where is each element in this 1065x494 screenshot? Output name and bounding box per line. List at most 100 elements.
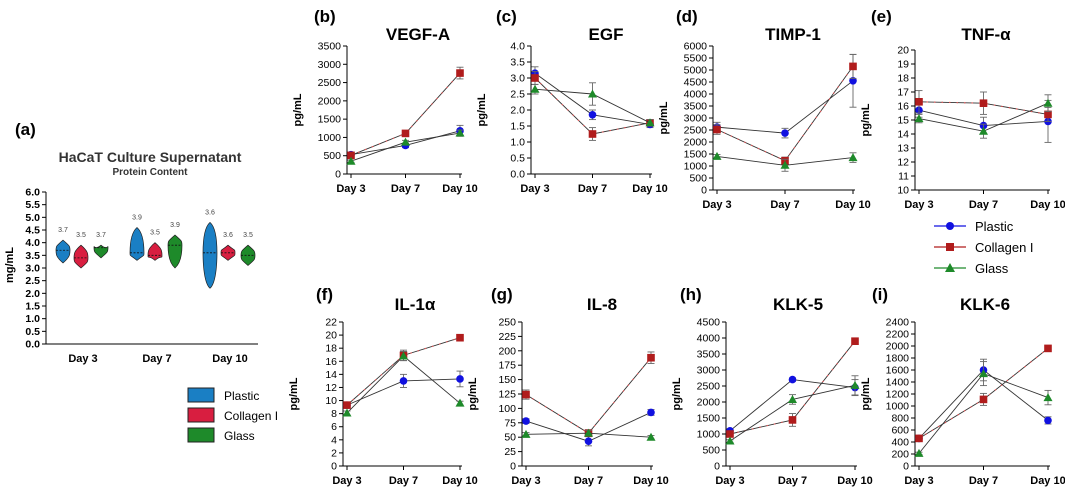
- trend-overlay-g: [525, 357, 652, 434]
- point-plastic-f: [456, 375, 464, 383]
- y-tick-label-d: 3000: [684, 113, 708, 125]
- legend-right-label-glass: Glass: [975, 261, 1009, 276]
- y-tick-label-a: 5.0: [25, 212, 40, 224]
- violin-plastic: [202, 221, 218, 289]
- y-tick-label-i: 600: [891, 425, 909, 437]
- point-plastic-d: [849, 77, 857, 85]
- point-collagen-i: [979, 395, 988, 404]
- y-tick-label-f: 10: [325, 395, 337, 407]
- violin-value-label-collagen: 3.5: [76, 232, 86, 239]
- y-tick-label-g: 225: [498, 331, 516, 343]
- x-tick-label-d: Day 10: [835, 199, 870, 211]
- y-tick-label-c: 4.0: [510, 41, 525, 53]
- panel-label-e: (e): [871, 7, 892, 26]
- x-tick-label-i: Day 7: [969, 475, 998, 487]
- violin-collagen: [147, 242, 163, 261]
- y-tick-label-e: 13: [897, 143, 909, 155]
- y-tick-label-f: 0: [331, 461, 337, 473]
- y-tick-label-b: 2500: [318, 77, 342, 89]
- chart-subtitle-a: Protein Content: [113, 167, 189, 178]
- y-tick-label-h: 4000: [697, 333, 721, 345]
- legend-right: Plastic Collagen I Glass: [934, 219, 1034, 276]
- x-tick-label-e: Day 10: [1030, 199, 1065, 211]
- y-tick-label-a: 0.5: [25, 326, 40, 338]
- point-plastic-i: [1044, 416, 1052, 425]
- point-collagen-e: [979, 99, 988, 107]
- x-tick-label-f: Day 10: [442, 475, 477, 487]
- violin-value-label-glass: 3.9: [170, 222, 180, 229]
- y-axis-label-i: pg/mL: [860, 377, 872, 410]
- y-tick-label-b: 3000: [318, 59, 342, 71]
- x-tick-label-b: Day 3: [336, 183, 365, 195]
- y-tick-label-i: 1000: [886, 401, 910, 413]
- y-tick-label-h: 0: [714, 461, 720, 473]
- y-tick-label-h: 3500: [697, 349, 721, 361]
- y-tick-label-e: 10: [897, 185, 909, 197]
- y-tick-label-a: 6.0: [25, 187, 40, 199]
- point-glass-g: [584, 428, 593, 437]
- legend-label-glass: Glass: [224, 429, 255, 443]
- point-collagen-c: [531, 74, 539, 82]
- violin-glass: [93, 244, 109, 259]
- point-collagen-b: [456, 69, 464, 77]
- x-tick-label-b: Day 7: [391, 183, 420, 195]
- y-tick-label-f: 20: [325, 330, 337, 342]
- point-collagen-b: [347, 151, 355, 160]
- y-tick-label-g: 75: [504, 417, 516, 429]
- point-glass-c: [530, 84, 540, 93]
- y-tick-label-g: 0: [510, 461, 516, 473]
- point-glass-f: [455, 398, 465, 407]
- y-tick-label-d: 6000: [684, 41, 708, 53]
- y-tick-label-i: 200: [891, 449, 909, 461]
- y-axis-label-d: pg/mL: [658, 101, 670, 134]
- panel-label-i: (i): [872, 285, 888, 304]
- y-tick-label-g: 250: [498, 317, 516, 329]
- y-tick-label-i: 2000: [886, 341, 910, 353]
- y-tick-label-a: 3.5: [25, 250, 40, 262]
- y-tick-label-h: 1000: [697, 429, 721, 441]
- x-tick-label-c: Day 10: [632, 183, 667, 195]
- y-tick-label-f: 4: [331, 434, 337, 446]
- y-tick-label-c: 3.0: [510, 73, 525, 85]
- y-axis-label-c: pg/mL: [476, 93, 488, 126]
- point-plastic-f: [399, 377, 408, 385]
- point-glass-g: [521, 429, 531, 438]
- x-tick-label-i: Day 10: [1030, 475, 1065, 487]
- point-glass-b: [455, 128, 465, 137]
- point-glass-e: [979, 126, 988, 135]
- y-tick-label-g: 25: [504, 446, 516, 458]
- y-tick-label-h: 1500: [697, 413, 721, 425]
- y-tick-label-d: 1500: [684, 149, 708, 161]
- point-collagen-h: [788, 416, 797, 424]
- y-tick-label-h: 4500: [697, 317, 721, 329]
- panel-label-d: (d): [676, 7, 698, 26]
- point-glass-i: [914, 448, 924, 457]
- y-tick-label-c: 1.5: [510, 121, 525, 133]
- panel-label-f: (f): [316, 285, 333, 304]
- y-tick-label-g: 150: [498, 374, 516, 386]
- y-tick-label-a: 5.5: [25, 199, 40, 211]
- y-axis-label-g: pg/mL: [467, 377, 479, 410]
- point-collagen-h: [726, 430, 734, 438]
- y-axis-label-a: mg/mL: [4, 247, 16, 283]
- point-collagen-b: [401, 129, 410, 138]
- y-tick-label-g: 50: [504, 432, 516, 444]
- y-tick-label-f: 22: [325, 317, 337, 329]
- y-tick-label-f: 2: [331, 447, 337, 459]
- panel-d: (d) TIMP-1 pg/mL 05001000150020002500300035…: [658, 7, 871, 211]
- y-tick-label-c: 2.5: [510, 89, 525, 101]
- y-axis-label-e: pg/mL: [860, 103, 872, 136]
- legend-right-label-collagen: Collagen I: [975, 240, 1034, 255]
- point-glass-f: [399, 351, 408, 360]
- panel-a: (a) HaCaT Culture Supernatant Protein Co…: [4, 120, 278, 443]
- y-tick-label-e: 19: [897, 59, 909, 71]
- x-tick-label-b: Day 10: [442, 183, 477, 195]
- violin-glass: [167, 234, 183, 269]
- y-tick-label-d: 3500: [684, 101, 708, 113]
- y-tick-label-d: 2000: [684, 137, 708, 149]
- point-collagen-h: [851, 337, 859, 345]
- chart-title-a: HaCaT Culture Supernatant: [59, 149, 242, 165]
- point-glass-h: [725, 436, 735, 445]
- y-tick-label-a: 1.5: [25, 301, 40, 313]
- y-tick-label-e: 16: [897, 101, 909, 113]
